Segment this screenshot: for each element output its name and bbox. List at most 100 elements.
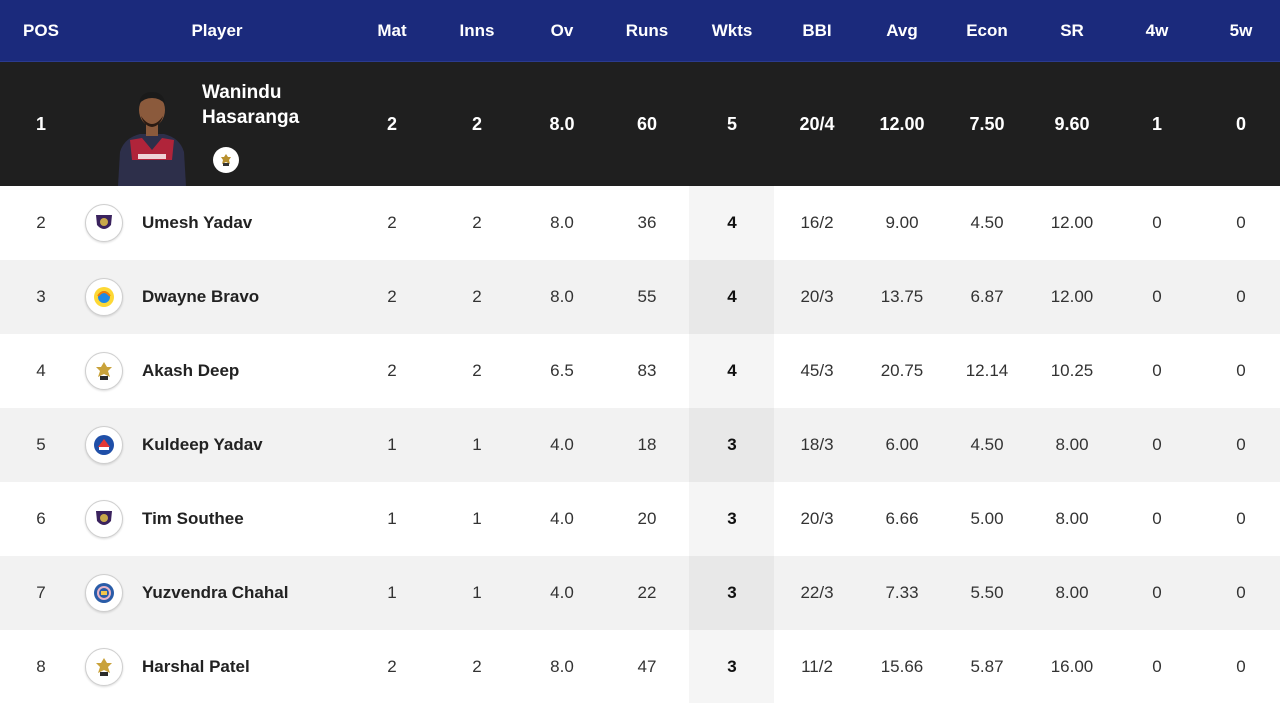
player-name[interactable]: Harshal Patel bbox=[142, 657, 250, 676]
leader-row[interactable]: 1 Wanindu Hasaranga 2 2 8.0 60 5 20/4 12… bbox=[0, 61, 1280, 186]
table-row[interactable]: 6 Tim Southee 1 1 4.0 20 3 20/3 6.66 5.0… bbox=[0, 482, 1280, 556]
row-bbi: 11/2 bbox=[801, 657, 833, 676]
row-pos: 6 bbox=[36, 509, 46, 528]
row-wkts: 3 bbox=[727, 435, 737, 454]
row-pos: 8 bbox=[36, 657, 46, 676]
row-avg: 13.75 bbox=[880, 287, 924, 306]
player-name[interactable]: Umesh Yadav bbox=[142, 213, 253, 232]
player-cell[interactable]: Harshal Patel bbox=[82, 630, 352, 704]
row-ov: 4.0 bbox=[550, 509, 574, 528]
row-inns: 2 bbox=[472, 361, 482, 380]
player-name[interactable]: Kuldeep Yadav bbox=[142, 435, 263, 454]
player-cell[interactable]: Umesh Yadav bbox=[82, 186, 352, 260]
header-runs[interactable]: Runs bbox=[625, 20, 669, 40]
row-wkts: 4 bbox=[727, 213, 737, 232]
row-avg: 15.66 bbox=[880, 657, 924, 676]
row-wkts: 3 bbox=[727, 509, 737, 528]
row-bbi: 20/3 bbox=[800, 287, 834, 306]
player-name[interactable]: Tim Southee bbox=[142, 509, 244, 528]
row-runs: 18 bbox=[637, 435, 657, 454]
leader-player-cell[interactable]: Wanindu Hasaranga bbox=[82, 62, 352, 186]
player-name[interactable]: Yuzvendra Chahal bbox=[142, 583, 289, 602]
leader-sr: 9.60 bbox=[1054, 113, 1090, 134]
leader-last-name: Hasaranga bbox=[202, 107, 300, 128]
row-mat: 2 bbox=[387, 361, 397, 380]
leader-5w: 0 bbox=[1235, 113, 1246, 134]
row-mat: 2 bbox=[387, 287, 397, 306]
row-pos: 3 bbox=[36, 287, 46, 306]
header-inns[interactable]: Inns bbox=[459, 20, 495, 40]
leader-pos: 1 bbox=[35, 113, 46, 134]
rcb-logo-icon bbox=[85, 648, 123, 686]
header-wkts[interactable]: Wkts bbox=[711, 20, 753, 40]
row-runs: 36 bbox=[637, 213, 657, 232]
row-econ: 5.00 bbox=[970, 509, 1004, 528]
row-wkts: 4 bbox=[727, 287, 737, 306]
row-bbi: 45/3 bbox=[800, 361, 834, 380]
row-avg: 20.75 bbox=[880, 361, 924, 380]
row-sr: 12.00 bbox=[1050, 213, 1094, 232]
rcb-logo-icon bbox=[85, 352, 123, 390]
row-runs: 20 bbox=[637, 509, 657, 528]
row-pos: 7 bbox=[36, 583, 46, 602]
table-row[interactable]: 3 Dwayne Bravo 2 2 8.0 55 4 20/3 13.75 6… bbox=[0, 260, 1280, 334]
row-inns: 1 bbox=[472, 435, 482, 454]
row-bbi: 22/3 bbox=[800, 583, 834, 602]
leader-mat: 2 bbox=[386, 113, 397, 134]
leader-bbi: 20/4 bbox=[799, 113, 835, 134]
header-avg[interactable]: Avg bbox=[886, 20, 918, 40]
player-cell[interactable]: Yuzvendra Chahal bbox=[82, 556, 352, 630]
row-mat: 1 bbox=[387, 509, 397, 528]
table-row[interactable]: 7 Yuzvendra Chahal 1 1 4.0 22 3 22/3 7.3… bbox=[0, 556, 1280, 630]
table-row[interactable]: 4 Akash Deep 2 2 6.5 83 4 45/3 20.75 12.… bbox=[0, 334, 1280, 408]
header-4w[interactable]: 4w bbox=[1145, 20, 1169, 40]
row-sr: 8.00 bbox=[1055, 583, 1089, 602]
player-cell[interactable]: Akash Deep bbox=[82, 334, 352, 408]
table-row[interactable]: 8 Harshal Patel 2 2 8.0 47 3 11/2 15.66 … bbox=[0, 630, 1280, 704]
row-5w: 0 bbox=[1236, 213, 1246, 232]
table-row[interactable]: 5 Kuldeep Yadav 1 1 4.0 18 3 18/3 6.00 4… bbox=[0, 408, 1280, 482]
csk-logo-icon bbox=[85, 278, 123, 316]
leader-name[interactable]: Wanindu Hasaranga bbox=[202, 80, 299, 130]
row-4w: 0 bbox=[1152, 657, 1162, 676]
row-sr: 10.25 bbox=[1050, 361, 1094, 380]
header-ov[interactable]: Ov bbox=[550, 20, 574, 40]
leader-4w: 1 bbox=[1151, 113, 1162, 134]
row-econ: 4.50 bbox=[970, 435, 1004, 454]
header-pos[interactable]: POS bbox=[23, 20, 59, 40]
row-runs: 47 bbox=[637, 657, 657, 676]
header-econ[interactable]: Econ bbox=[966, 20, 1008, 40]
header-player[interactable]: Player bbox=[191, 20, 243, 40]
player-name[interactable]: Akash Deep bbox=[142, 361, 240, 380]
row-avg: 6.00 bbox=[885, 435, 919, 454]
row-5w: 0 bbox=[1236, 361, 1246, 380]
player-cell[interactable]: Dwayne Bravo bbox=[82, 260, 352, 334]
row-econ: 4.50 bbox=[970, 213, 1004, 232]
row-avg: 6.66 bbox=[885, 509, 919, 528]
row-5w: 0 bbox=[1236, 509, 1246, 528]
row-wkts: 3 bbox=[727, 583, 737, 602]
row-runs: 83 bbox=[637, 361, 657, 380]
row-runs: 22 bbox=[637, 583, 657, 602]
row-wkts: 4 bbox=[727, 361, 737, 380]
player-name[interactable]: Dwayne Bravo bbox=[142, 287, 260, 306]
row-wkts: 3 bbox=[727, 657, 737, 676]
row-4w: 0 bbox=[1152, 213, 1162, 232]
header-bbi[interactable]: BBI bbox=[802, 20, 832, 40]
header-5w[interactable]: 5w bbox=[1229, 20, 1253, 40]
player-cell[interactable]: Tim Southee bbox=[82, 482, 352, 556]
row-inns: 2 bbox=[472, 287, 482, 306]
rcb-logo-icon bbox=[213, 147, 239, 173]
leader-first-name: Wanindu bbox=[202, 82, 282, 103]
row-inns: 1 bbox=[472, 583, 482, 602]
table-row[interactable]: 2 Umesh Yadav 2 2 8.0 36 4 16/2 9.00 4.5… bbox=[0, 186, 1280, 260]
header-sr[interactable]: SR bbox=[1060, 20, 1084, 40]
row-ov: 6.5 bbox=[550, 361, 574, 380]
row-sr: 12.00 bbox=[1050, 287, 1094, 306]
header-mat[interactable]: Mat bbox=[377, 20, 407, 40]
player-cell[interactable]: Kuldeep Yadav bbox=[82, 408, 352, 482]
row-pos: 4 bbox=[36, 361, 46, 380]
row-5w: 0 bbox=[1236, 657, 1246, 676]
row-bbi: 18/3 bbox=[800, 435, 834, 454]
row-econ: 6.87 bbox=[970, 287, 1004, 306]
